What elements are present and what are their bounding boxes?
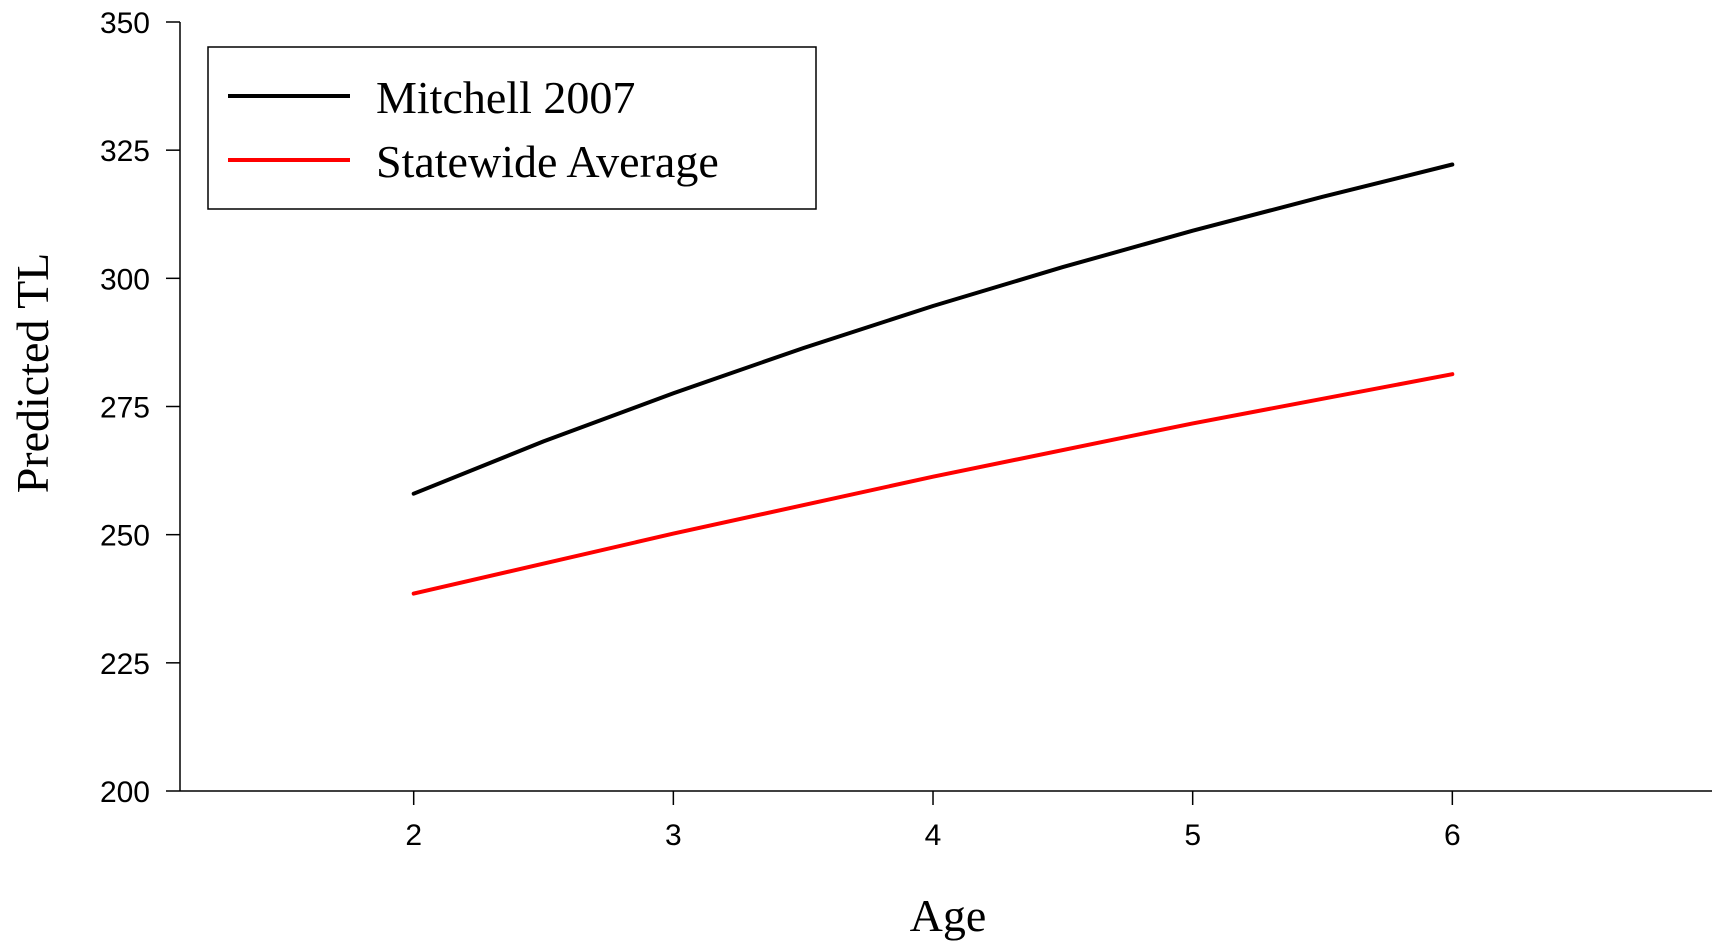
- x-tick-label: 6: [1444, 819, 1461, 852]
- legend-label-statewide-average: Statewide Average: [376, 136, 719, 187]
- y-tick-label: 250: [100, 520, 150, 553]
- y-tick-label: 300: [100, 263, 150, 296]
- series-line-statewide-average: [411, 372, 1455, 596]
- y-tick-label: 325: [100, 135, 150, 168]
- x-tick-label: 5: [1184, 819, 1201, 852]
- x-tick-label: 3: [665, 819, 682, 852]
- y-tick-label: 350: [100, 7, 150, 40]
- y-tick-label: 275: [100, 392, 150, 425]
- x-axis: 2 3 4 5 6: [180, 790, 1712, 852]
- series-layer: [411, 162, 1455, 596]
- legend: Mitchell 2007 Statewide Average: [207, 46, 817, 210]
- legend-label-mitchell-2007: Mitchell 2007: [376, 72, 635, 123]
- x-tick-label: 4: [925, 819, 942, 852]
- y-tick-label: 200: [100, 776, 150, 809]
- x-axis-title: Age: [910, 890, 987, 941]
- legend-box: [207, 46, 817, 210]
- y-axis: 200 225 250 275 300 325 350: [100, 7, 181, 809]
- x-tick-label: 2: [405, 819, 422, 852]
- y-tick-label: 225: [100, 648, 150, 681]
- y-axis-title: Predicted TL: [7, 253, 58, 494]
- series-line-mitchell-2007: [411, 162, 1455, 496]
